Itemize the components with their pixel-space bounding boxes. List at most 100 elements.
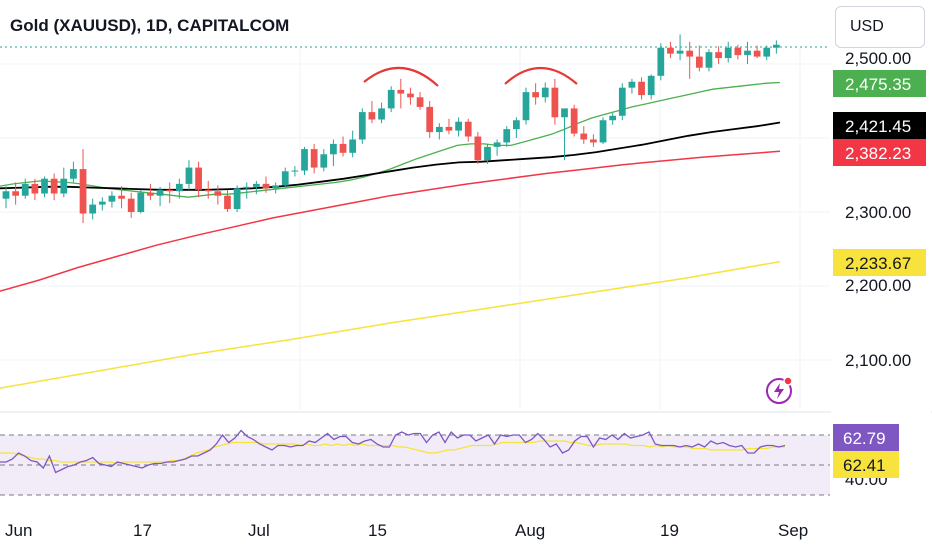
candle-body <box>715 52 722 59</box>
candle-body <box>513 120 520 130</box>
candle-body <box>243 186 251 189</box>
candle-body <box>89 204 97 214</box>
candle-body <box>618 87 626 116</box>
rsi-ma-line <box>0 440 785 465</box>
candle-body <box>609 115 617 121</box>
candle-body <box>233 188 241 210</box>
candle-body <box>734 47 742 56</box>
sma-line <box>0 260 781 389</box>
sma-line <box>0 121 781 191</box>
candle-body <box>474 136 482 161</box>
candle-body <box>79 169 87 214</box>
candle-body <box>397 89 405 94</box>
candlesticks <box>2 34 780 224</box>
rsi-badge-label: 62.79 <box>843 429 886 448</box>
candle-body <box>763 47 771 57</box>
price-badge <box>833 249 926 276</box>
time-axis[interactable]: Jun 17 Jul 15 Aug 19 Sep <box>0 510 932 550</box>
candle-body <box>12 191 19 196</box>
candle-body <box>310 149 318 168</box>
candle-body <box>368 112 376 120</box>
candle-body <box>551 87 559 118</box>
candle-body <box>676 50 684 54</box>
candle-body <box>744 50 751 56</box>
annotation-arc <box>504 66 578 85</box>
candle-body <box>686 50 694 57</box>
candle-body <box>570 108 578 134</box>
candle-body <box>281 171 289 186</box>
candle-body <box>464 121 472 137</box>
x-tick-label: 17 <box>133 521 152 540</box>
y-tick-label: 2,200.00 <box>845 276 911 295</box>
currency-button[interactable]: USD <box>835 6 925 48</box>
x-tick-label: Jul <box>248 521 270 540</box>
candle-body <box>532 92 539 98</box>
y-tick-label: 2,100.00 <box>845 351 911 370</box>
candle-body <box>580 133 588 140</box>
candle-body <box>484 146 491 161</box>
candle-body <box>214 191 222 196</box>
candle-body <box>561 108 568 118</box>
candle-body <box>50 178 58 194</box>
candle-body <box>320 154 328 168</box>
candle-body <box>339 143 347 153</box>
candle-body <box>435 126 443 133</box>
candle-body <box>31 183 39 194</box>
candle-body <box>667 47 674 54</box>
y-tick-label: 2,500.00 <box>845 49 911 68</box>
lightning-icon[interactable] <box>764 375 794 405</box>
candle-body <box>358 112 366 140</box>
candle-body <box>166 189 174 192</box>
candle-body <box>262 183 270 189</box>
candle-body <box>590 139 597 143</box>
annotations <box>363 66 578 87</box>
x-tick-label: 19 <box>660 521 679 540</box>
candle-body <box>253 183 260 187</box>
price-badge <box>833 70 926 97</box>
candle-body <box>60 178 68 194</box>
x-tick-label: Aug <box>515 521 545 540</box>
candle-body <box>70 169 77 179</box>
candle-body <box>628 81 636 88</box>
candle-body <box>301 149 308 171</box>
candle-body <box>724 47 732 59</box>
chart-title: Gold (XAUUSD), 1D, CAPITALCOM <box>10 16 290 35</box>
candle-body <box>638 81 645 96</box>
candle-body <box>705 52 713 68</box>
price-badge-label: 2,421.45 <box>845 117 911 136</box>
candle-body <box>137 192 145 212</box>
price-badge-label: 2,233.67 <box>845 254 911 273</box>
x-tick-label: Sep <box>778 521 808 540</box>
rsi-pane <box>0 429 830 496</box>
candle-body <box>118 195 125 199</box>
price-axis[interactable]: 2,500.00 2,300.00 2,200.00 2,100.00 2,475.35… <box>831 0 931 510</box>
candle-body <box>21 183 29 196</box>
candle-body <box>127 198 135 212</box>
candle-body <box>445 126 453 131</box>
candle-body <box>503 129 511 143</box>
candle-body <box>455 121 462 131</box>
candle-body <box>773 44 780 48</box>
candle-body <box>493 142 501 147</box>
candle-body <box>599 120 607 143</box>
rsi-badge-label: 62.41 <box>843 456 886 475</box>
candle-body <box>541 87 549 98</box>
rsi-line <box>0 429 786 474</box>
price-badge-label: 2,382.23 <box>845 144 911 163</box>
moving-averages <box>0 81 781 389</box>
candle-body <box>195 167 202 190</box>
price-badge <box>833 112 926 139</box>
candle-body <box>407 93 414 98</box>
sma-line <box>0 150 781 292</box>
candle-body <box>2 191 10 199</box>
price-badge <box>833 139 926 166</box>
candle-body <box>647 75 655 96</box>
candle-body <box>387 89 395 109</box>
time-axis-background <box>0 510 932 550</box>
x-tick-label: 15 <box>368 521 387 540</box>
candle-body <box>147 192 154 196</box>
rsi-badge <box>833 424 899 451</box>
candle-body <box>330 143 337 155</box>
candle-body <box>175 183 183 192</box>
